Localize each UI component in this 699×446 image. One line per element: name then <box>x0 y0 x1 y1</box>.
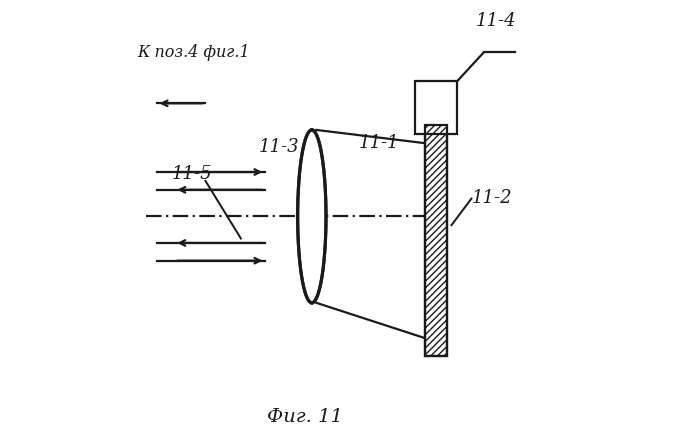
Bar <box>425 125 447 356</box>
Bar <box>425 125 447 356</box>
Text: 11-2: 11-2 <box>471 189 512 207</box>
Text: 11-5: 11-5 <box>172 165 212 183</box>
Bar <box>415 81 457 134</box>
Text: Фиг. 11: Фиг. 11 <box>267 409 343 426</box>
Text: К поз.4 фиг.1: К поз.4 фиг.1 <box>137 44 250 61</box>
Text: 11-4: 11-4 <box>476 12 517 30</box>
Text: 11-3: 11-3 <box>259 138 299 156</box>
Text: 11-1: 11-1 <box>359 134 399 152</box>
Polygon shape <box>298 130 326 303</box>
